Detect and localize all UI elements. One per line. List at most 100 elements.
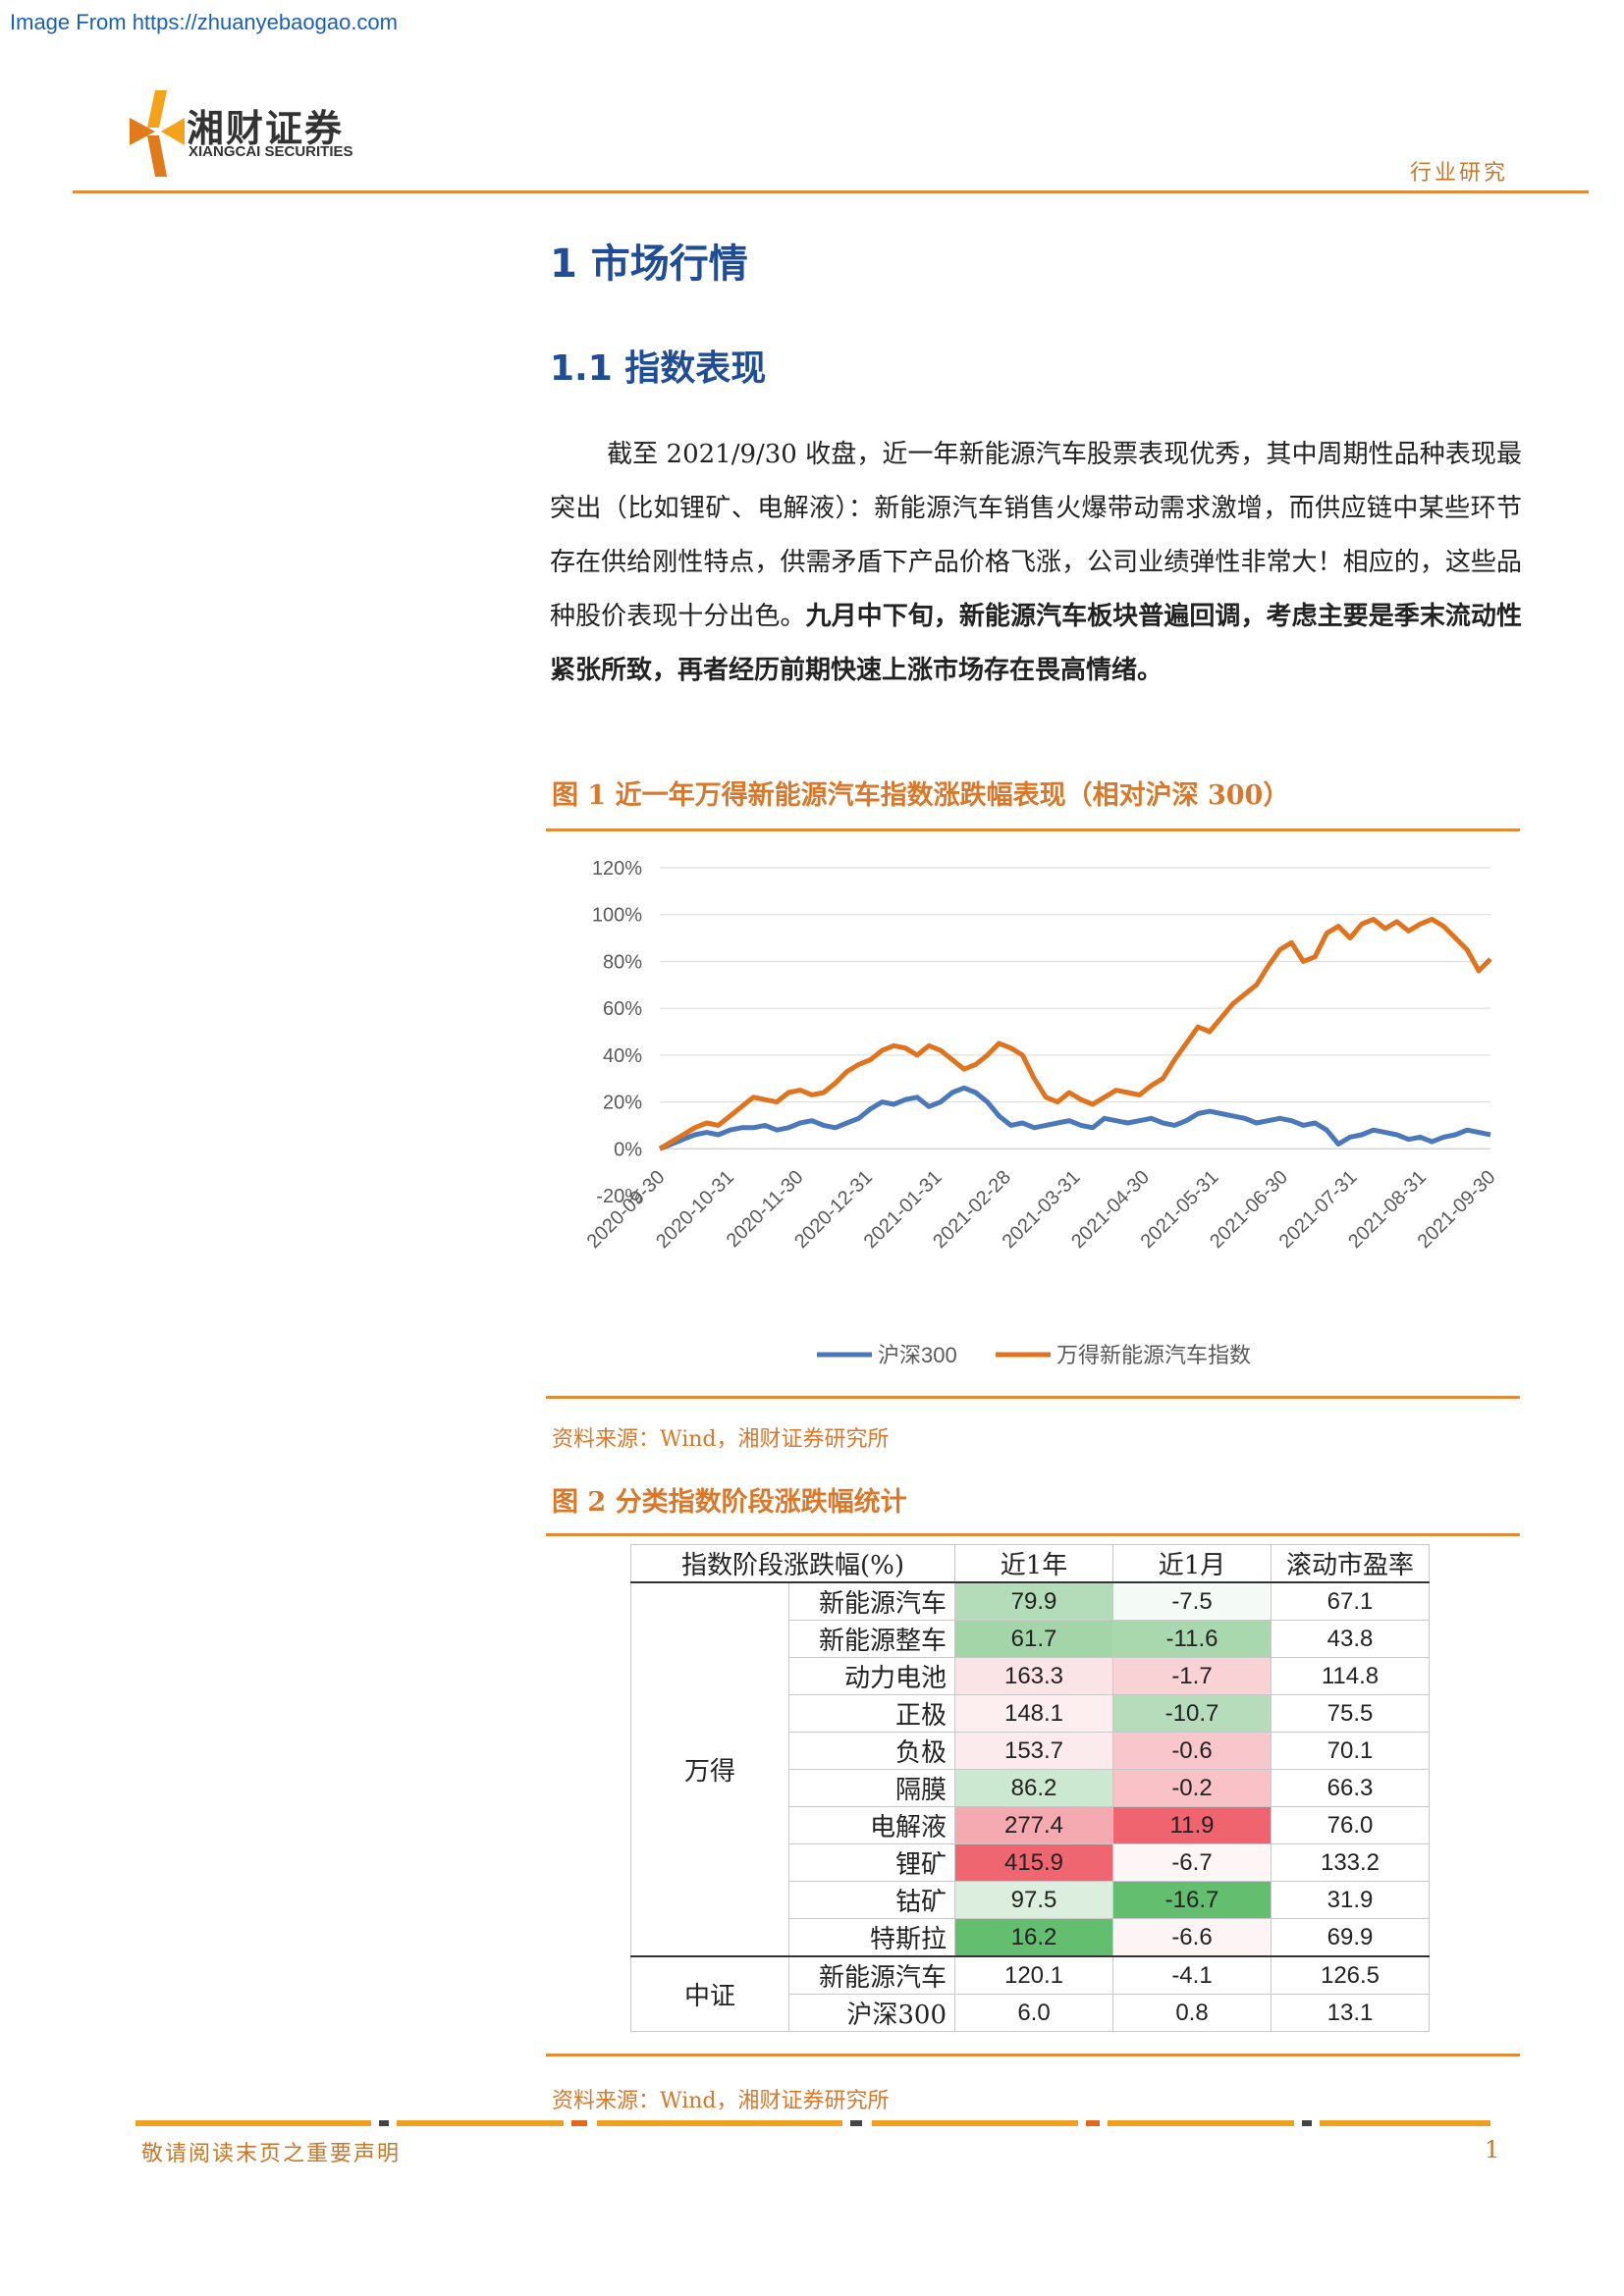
y-tick-label: 20% <box>603 1093 642 1114</box>
table-index-name: 新能源汽车 <box>788 1955 955 1995</box>
table-cell-1m: -0.2 <box>1112 1769 1272 1807</box>
table-index-name: 隔膜 <box>788 1769 955 1807</box>
chart-legend: 沪深300 万得新能源汽车指数 <box>817 1343 1251 1367</box>
table-cell-1m: -4.1 <box>1112 1955 1272 1995</box>
figure2-top-rule <box>546 1533 1520 1536</box>
figure2-title: 图 2 分类指数阶段涨跌幅统计 <box>552 1487 907 1518</box>
table-row: 新能源整车 61.7 -11.6 43.8 <box>631 1620 1430 1658</box>
table-header-1y: 近1年 <box>954 1544 1113 1583</box>
table-index-name: 沪深300 <box>788 1994 955 2032</box>
footer-disclaimer: 敬请阅读末页之重要声明 <box>141 2142 402 2166</box>
table-header-1m: 近1月 <box>1112 1544 1272 1583</box>
header-divider <box>73 190 1589 193</box>
table-cell-pe: 114.8 <box>1271 1657 1430 1695</box>
figure2-bottom-rule <box>546 2054 1520 2056</box>
table-row: 钴矿 97.5 -16.7 31.9 <box>631 1881 1430 1919</box>
section-title: 1 市场行情 <box>550 241 748 287</box>
table-cell-1m: -6.7 <box>1112 1843 1272 1882</box>
xiangcai-logo-icon <box>130 90 185 177</box>
chart-grid <box>660 867 1490 1149</box>
table-cell-1m: -1.7 <box>1112 1657 1272 1695</box>
table-cell-1y: 415.9 <box>954 1843 1113 1882</box>
table-cell-1m: -7.5 <box>1112 1581 1272 1621</box>
table-cell-1m: -11.6 <box>1112 1620 1272 1658</box>
series-line-1 <box>658 917 1492 1151</box>
figure1-title: 图 1 近一年万得新能源汽车指数涨跌幅表现（相对沪深 300） <box>552 780 1290 811</box>
table-row: 负极 153.7 -0.6 70.1 <box>631 1732 1430 1770</box>
table-cell-1y: 97.5 <box>954 1881 1113 1919</box>
table-cell-1y: 153.7 <box>954 1732 1113 1770</box>
table-cell-1m: 11.9 <box>1112 1806 1272 1844</box>
table-cell-pe: 76.0 <box>1271 1806 1430 1844</box>
table-header-index: 指数阶段涨跌幅(%) <box>630 1544 955 1583</box>
line-chart: 120% 100% 80% 60% 40% 20% 0% -20% 2020-09-30202… <box>583 858 1500 1367</box>
table-cell-1m: -10.7 <box>1112 1694 1272 1733</box>
paragraph-bold: 九月中下旬，新能源汽车板块普遍回调，考虑主要是季末流动性紧张所致，再者经历前期快… <box>550 602 1522 685</box>
table-index-name: 钴矿 <box>788 1881 955 1919</box>
table-cell-1y: 79.9 <box>954 1581 1113 1621</box>
logo-name-cn: 湘财证券 <box>187 107 345 150</box>
table-cell-1y: 6.0 <box>954 1994 1113 2032</box>
header-tag: 行业研究 <box>1409 161 1508 186</box>
subsection-title: 1.1 指数表现 <box>550 348 767 389</box>
table-header-pe: 滚动市盈率 <box>1271 1544 1430 1583</box>
y-tick-label: -20% <box>596 1186 642 1207</box>
y-tick-label: 120% <box>592 858 642 880</box>
index-performance-table: 指数阶段涨跌幅(%) 近1年 近1月 滚动市盈率 万得 新能源汽车 79.9 -7.5… <box>630 1544 1430 2032</box>
table-cell-1m: -6.6 <box>1112 1918 1272 1957</box>
table-cell-pe: 13.1 <box>1271 1994 1430 2032</box>
table-index-name: 电解液 <box>788 1806 955 1844</box>
chart-series <box>658 917 1492 1151</box>
table-group-name: 中证 <box>630 1955 789 2032</box>
table-index-name: 锂矿 <box>788 1843 955 1882</box>
table-index-name: 动力电池 <box>788 1657 955 1695</box>
table-row: 中证 新能源汽车 120.1 -4.1 126.5 <box>630 1955 1430 2032</box>
table-row: 正极 148.1 -10.7 75.5 <box>631 1694 1430 1733</box>
table-row: 锂矿 415.9 -6.7 133.2 <box>631 1843 1430 1882</box>
table-row: 沪深300 6.0 0.8 13.1 <box>631 1994 1430 2032</box>
table-cell-1y: 86.2 <box>954 1769 1113 1807</box>
figure2-source: 资料来源：Wind，湘财证券研究所 <box>552 2089 890 2113</box>
y-tick-label: 60% <box>603 998 642 1020</box>
table-cell-1y: 120.1 <box>954 1955 1113 1995</box>
table-cell-1y: 16.2 <box>954 1918 1113 1957</box>
table-index-name: 新能源汽车 <box>788 1581 955 1621</box>
watermark-text: Image From https://zhuanyebaogao.com <box>10 10 398 34</box>
y-tick-label: 0% <box>614 1139 642 1160</box>
footer-stripe <box>135 2120 1490 2126</box>
body-paragraph: 截至 2021/9/30 收盘，近一年新能源汽车股票表现优秀，其中周期性品种表现… <box>550 428 1522 698</box>
table-index-name: 新能源整车 <box>788 1620 955 1658</box>
y-tick-label: 40% <box>603 1045 642 1067</box>
table-cell-pe: 43.8 <box>1271 1620 1430 1658</box>
table-index-name: 特斯拉 <box>788 1918 955 1957</box>
table-row: 隔膜 86.2 -0.2 66.3 <box>631 1769 1430 1807</box>
table-row: 万得 新能源汽车 79.9 -7.5 67.1 <box>630 1581 1430 1957</box>
table-cell-1y: 61.7 <box>954 1620 1113 1658</box>
table-cell-pe: 31.9 <box>1271 1881 1430 1919</box>
page-number: 1 <box>1485 2136 1500 2163</box>
figure1-source: 资料来源：Wind，湘财证券研究所 <box>552 1427 890 1452</box>
table-cell-1y: 163.3 <box>954 1657 1113 1695</box>
y-tick-label: 80% <box>603 951 642 973</box>
y-axis-ticks: 120% 100% 80% 60% 40% 20% 0% -20% <box>592 858 642 1207</box>
table-cell-pe: 69.9 <box>1271 1918 1430 1957</box>
table-index-name: 正极 <box>788 1694 955 1733</box>
y-tick-label: 100% <box>592 905 642 927</box>
legend-label-0: 沪深300 <box>878 1343 957 1367</box>
legend-label-1: 万得新能源汽车指数 <box>1056 1343 1251 1367</box>
table-cell-1m: -16.7 <box>1112 1881 1272 1919</box>
series-line-0 <box>659 1085 1491 1151</box>
paragraph-normal: 截至 2021/9/30 收盘，近一年新能源汽车股票表现优秀，其中周期性品种表现… <box>550 440 1522 631</box>
table-cell-1m: 0.8 <box>1112 1994 1272 2032</box>
table-cell-pe: 67.1 <box>1271 1581 1430 1621</box>
table-index-name: 负极 <box>788 1732 955 1770</box>
table-row: 动力电池 163.3 -1.7 114.8 <box>631 1657 1430 1695</box>
table-cell-1y: 148.1 <box>954 1694 1113 1733</box>
figure1-bottom-rule <box>546 1396 1520 1399</box>
figure1-top-rule <box>546 828 1520 831</box>
table-group-name: 万得 <box>630 1581 789 1957</box>
table-cell-1m: -0.6 <box>1112 1732 1272 1770</box>
table-row: 电解液 277.4 11.9 76.0 <box>631 1806 1430 1844</box>
table-cell-pe: 133.2 <box>1271 1843 1430 1882</box>
table-cell-1y: 277.4 <box>954 1806 1113 1844</box>
